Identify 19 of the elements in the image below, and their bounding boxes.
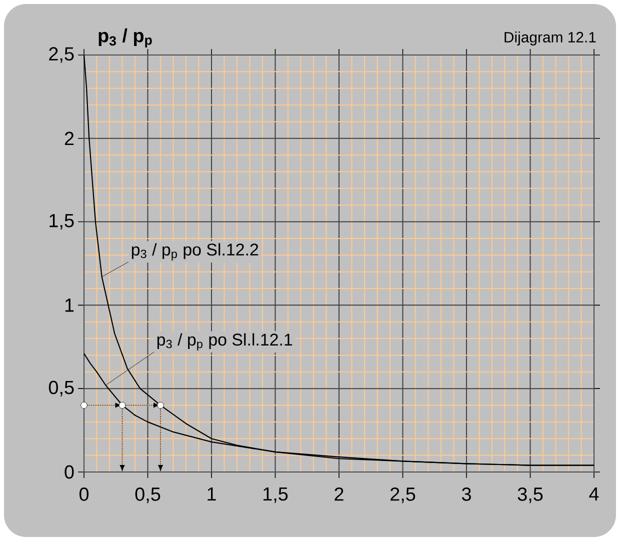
y-tick-label: 0,5 [48,380,74,396]
x-tick-label: 1,5 [264,487,288,503]
x-tick-label: 3,5 [518,487,543,504]
y-tick-label: 2,5 [49,47,74,63]
x-tick-label: 0 [79,487,89,501]
y-tick-label: 2 [64,132,74,145]
annotation: p$_{3}$ / p$_{p}$ po Sl.l.12.1 [157,333,292,351]
x-tick-label: 2,5 [390,487,416,504]
y-tick-label: 1,5 [50,214,74,230]
annotation: p$_{3}$ / p$_{p}$ po Sl.12.2 [132,243,258,260]
y-tick-label: 1 [65,298,74,312]
y-axis-title: p$_{3}$ / p$_{p}$ [98,28,152,48]
x-tick-label: 0,5 [135,487,160,504]
x-tick-label: 3 [462,487,471,501]
y-tick-label: 0 [64,465,74,479]
x-tick-label: 2 [334,487,344,501]
x-tick-label: 1 [208,487,216,500]
chart-title: Dijagram 12.1 [504,32,596,46]
x-tick-label: 4 [589,487,599,500]
